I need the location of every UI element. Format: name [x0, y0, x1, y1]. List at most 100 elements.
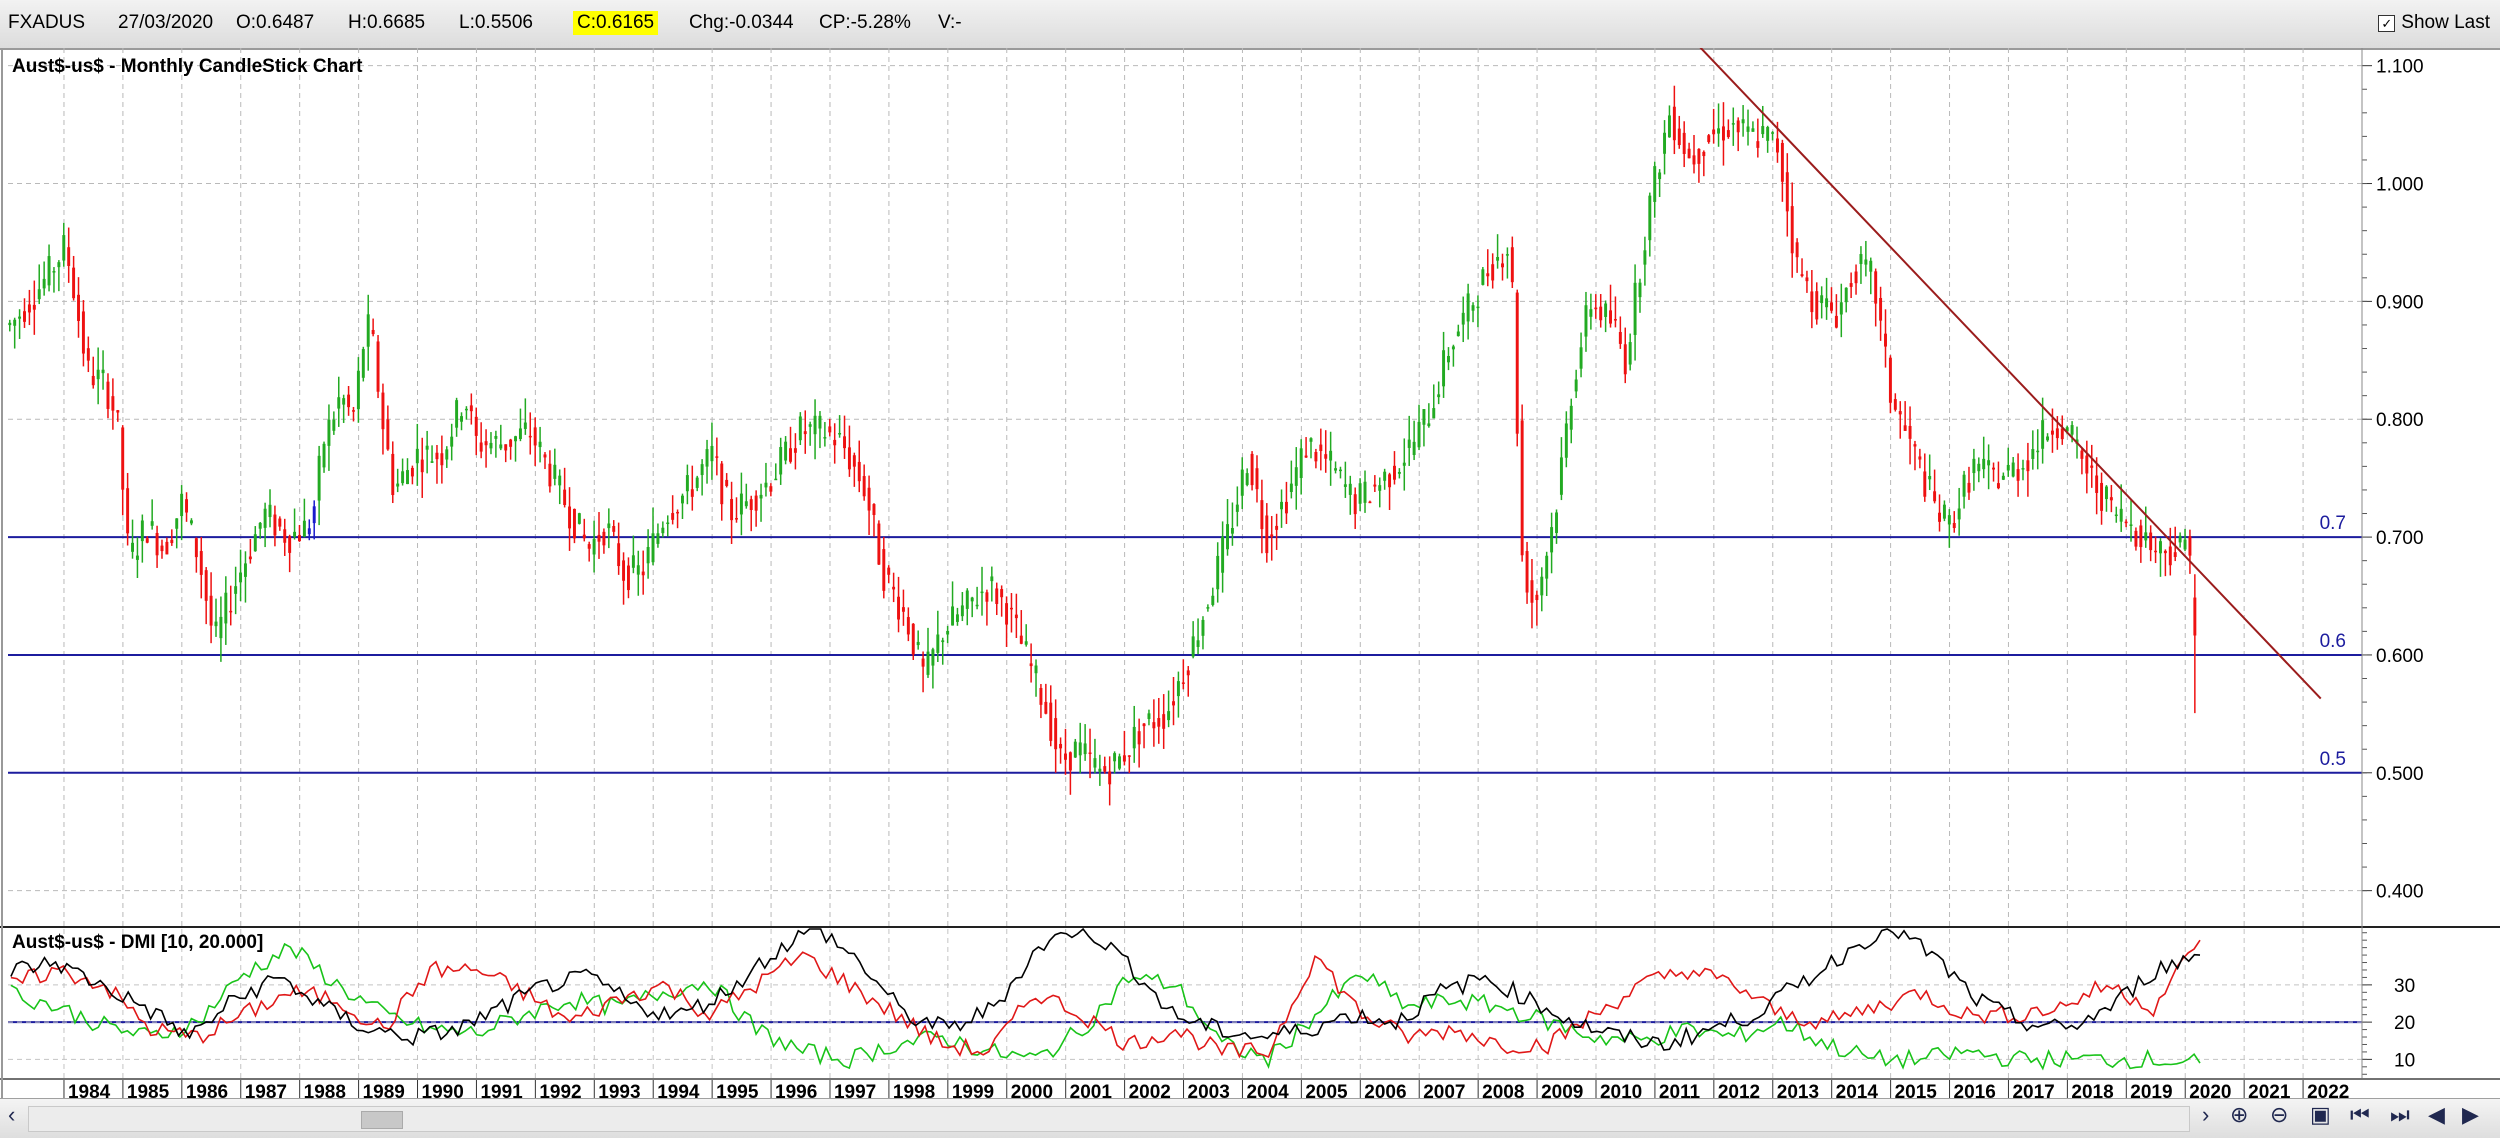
candle-body	[180, 493, 184, 517]
date-label: 27/03/2020	[118, 12, 214, 33]
candle-body	[1618, 331, 1622, 344]
candle-body	[52, 271, 56, 273]
candle-body	[1289, 483, 1293, 492]
horizontal-scrollbar[interactable]	[28, 1106, 2190, 1132]
candle-body	[1776, 138, 1779, 153]
step-forward-icon[interactable]: ▶	[2462, 1102, 2479, 1127]
candle-body	[298, 535, 301, 542]
candle-body	[1176, 681, 1180, 697]
candle-body	[1559, 457, 1563, 495]
x-tick-label: 2009	[1541, 1082, 1583, 1098]
candle-body	[1771, 132, 1775, 134]
candle-body	[985, 592, 989, 602]
candle-body	[528, 435, 532, 438]
candle-body	[253, 534, 257, 552]
candle-body	[386, 419, 390, 450]
candle-body	[666, 522, 670, 525]
candle-body	[774, 478, 778, 481]
show-last-checkbox[interactable]: ✓	[2378, 14, 2396, 32]
candle-body	[352, 410, 355, 412]
candle-body	[2070, 425, 2074, 435]
candle-body	[1898, 411, 1902, 415]
candle-body	[1201, 619, 1205, 636]
show-last-toggle[interactable]: ✓ Show Last	[2378, 12, 2490, 34]
candle-body	[67, 247, 71, 266]
candle-body	[1373, 484, 1377, 487]
candle-body	[1230, 528, 1234, 534]
candle-body	[1437, 394, 1441, 398]
candle-body	[72, 267, 76, 299]
x-tick-label: 2013	[1777, 1082, 1819, 1098]
candle-body	[523, 422, 527, 429]
candle-body	[337, 397, 341, 409]
candle-body	[1933, 491, 1937, 502]
fit-icon[interactable]: ▣	[2310, 1102, 2331, 1127]
candle-body	[2041, 420, 2045, 449]
candle-body	[1535, 594, 1539, 601]
candle-body	[1726, 130, 1730, 138]
candle-body	[980, 591, 984, 594]
candle-body	[1324, 454, 1328, 459]
candle-body	[793, 448, 797, 453]
step-back-icon[interactable]: ◀	[2428, 1102, 2445, 1127]
candle-body	[582, 534, 586, 539]
candle-body	[189, 520, 193, 524]
candle-body	[867, 487, 871, 511]
candle-body	[2100, 482, 2104, 511]
candle-body	[469, 405, 473, 412]
candle-body	[1319, 444, 1323, 452]
candle-body	[1815, 291, 1819, 320]
candle-body	[1731, 123, 1735, 125]
candle-body	[243, 563, 247, 577]
candle-body	[1977, 463, 1981, 472]
candle-body	[1402, 462, 1406, 466]
first-bar-icon[interactable]: ⏮	[2350, 1102, 2370, 1127]
candle-body	[1412, 441, 1416, 455]
scrollbar-thumb[interactable]	[361, 1111, 403, 1129]
candle-body	[1717, 128, 1721, 134]
candle-body	[779, 447, 783, 475]
zoom-in-icon[interactable]: ⊕	[2230, 1102, 2249, 1127]
candle-body	[2026, 460, 2030, 472]
last-bar-icon[interactable]: ⏭	[2390, 1102, 2410, 1127]
candle-body	[568, 506, 572, 529]
candle-body	[1751, 128, 1755, 132]
candle-body	[391, 453, 395, 496]
zoom-out-icon[interactable]: ⊖	[2270, 1102, 2289, 1127]
candle-body	[1928, 476, 1932, 480]
candle-body	[47, 256, 51, 286]
candle-body	[1447, 356, 1450, 363]
candle-body	[1343, 484, 1347, 487]
candle-body	[1451, 346, 1455, 350]
candle-body	[730, 498, 734, 521]
candle-body	[1721, 126, 1725, 141]
candle-body	[1363, 481, 1367, 503]
x-tick-label: 1989	[363, 1082, 405, 1098]
candle-body	[931, 649, 935, 666]
candle-body	[1859, 254, 1863, 265]
candle-body	[577, 513, 581, 524]
candle-body	[185, 499, 189, 513]
candle-body	[401, 471, 405, 484]
level-label: 0.6	[2320, 631, 2346, 652]
candle-body	[1805, 277, 1809, 282]
candle-body	[1677, 128, 1681, 146]
candle-body	[1000, 589, 1004, 598]
scroll-left-icon[interactable]: ‹	[8, 1102, 16, 1127]
candle-body	[1918, 456, 1922, 460]
dmi-series-line	[10, 939, 2201, 1059]
candle-body	[1211, 595, 1215, 605]
x-tick-label: 2014	[1836, 1082, 1879, 1098]
candle-body	[597, 534, 601, 542]
candle-body	[617, 543, 621, 567]
candle-body	[1982, 458, 1986, 470]
x-tick-label: 1995	[716, 1082, 759, 1098]
candle-body	[1947, 515, 1951, 525]
candle-body	[2065, 427, 2069, 432]
scroll-right-icon[interactable]: ›	[2202, 1102, 2210, 1127]
candle-body	[1653, 166, 1657, 202]
candle-body	[86, 348, 90, 361]
candle-body	[921, 658, 925, 667]
candle-body	[1810, 291, 1814, 313]
candle-body	[897, 596, 901, 620]
